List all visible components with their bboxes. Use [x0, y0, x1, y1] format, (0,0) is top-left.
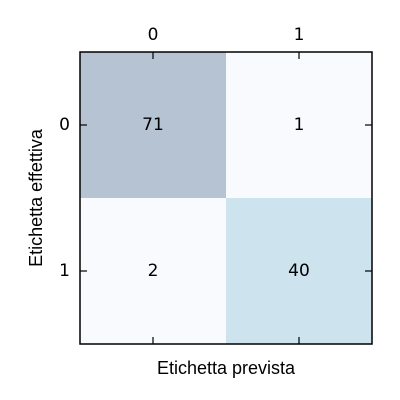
matrix-cell-r1-c1: [226, 198, 372, 344]
x-axis-label: Etichetta prevista: [157, 358, 296, 378]
cell-value-r0-c0: 71: [142, 115, 164, 135]
x-tick-label-1: 1: [294, 25, 305, 45]
y-tick-label-1: 1: [59, 261, 70, 281]
axis-tick-labels: 0 1 0 1: [59, 25, 304, 281]
matrix-cell-r1-c0: [80, 198, 226, 344]
cell-value-r0-c1: 1: [294, 115, 305, 135]
matrix-cell-r0-c0: [80, 52, 226, 198]
matrix-cell-r0-c1: [226, 52, 372, 198]
y-axis-label: Etichetta effettiva: [26, 128, 46, 267]
matrix-cell-labels: 71 1 2 40: [142, 115, 310, 281]
y-tick-label-0: 0: [59, 115, 70, 135]
matrix-cells: [80, 52, 372, 344]
x-tick-label-0: 0: [148, 25, 159, 45]
plot-frame: [79, 51, 373, 345]
cell-value-r1-c0: 2: [148, 261, 159, 281]
cell-value-r1-c1: 40: [288, 261, 310, 281]
axis-ticks: [80, 52, 372, 344]
